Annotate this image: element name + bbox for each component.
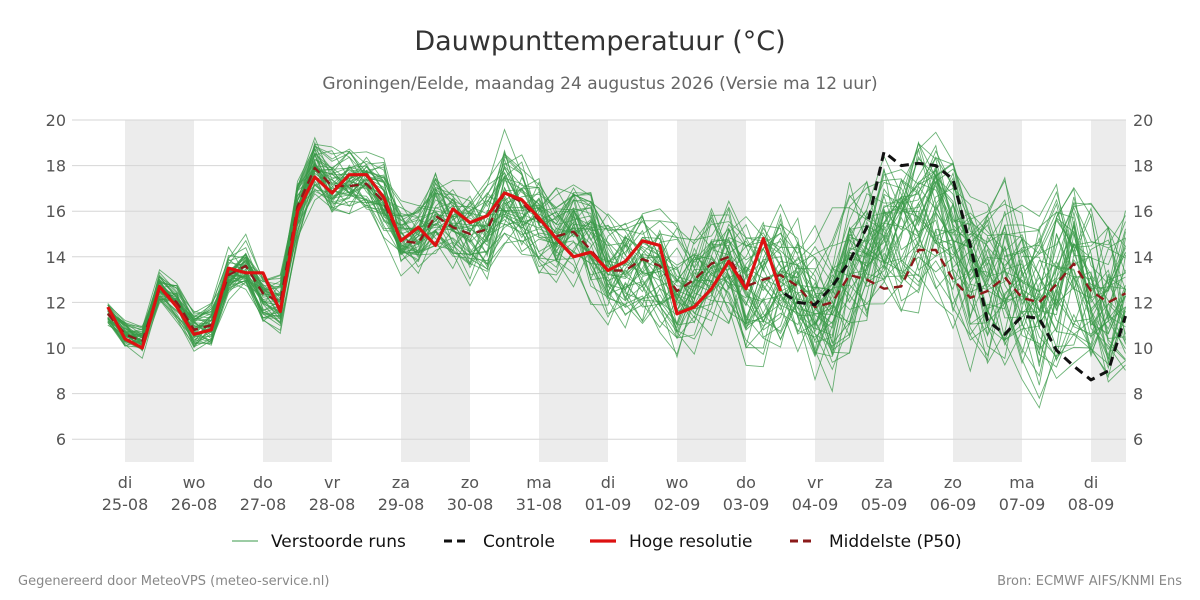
x-tick-date-31-08: 31-08 (516, 495, 563, 514)
x-tick-day-31-08: ma (526, 473, 551, 492)
x-tick-date-28-08: 28-08 (309, 495, 356, 514)
x-tick-date-30-08: 30-08 (447, 495, 494, 514)
chart-subtitle: Groningen/Eelde, maandag 24 augustus 202… (322, 74, 877, 94)
y-tick-right-14: 14 (1133, 248, 1153, 267)
x-tick-date-06-09: 06-09 (930, 495, 977, 514)
y-tick-right-18: 18 (1133, 157, 1153, 176)
x-tick-day-07-09: ma (1009, 473, 1034, 492)
x-tick-day-29-08: za (392, 473, 410, 492)
x-tick-day-04-09: vr (807, 473, 823, 492)
series-line-controle (761, 150, 1127, 382)
x-tick-day-03-09: do (736, 473, 756, 492)
x-tick-date-08-09: 08-09 (1068, 495, 1115, 514)
series-line-hoge-resolutie (106, 173, 783, 350)
ensemble-member-line (107, 158, 1126, 383)
y-tick-left-14: 14 (46, 248, 66, 267)
x-tick-day-26-08: wo (183, 473, 206, 492)
ensemble-member-line (107, 168, 1126, 347)
chart-title: Dauwpunttemperatuur (°C) (414, 26, 785, 57)
x-tick-day-06-09: zo (944, 473, 962, 492)
ensemble-lines (107, 128, 1126, 409)
ensemble-member-line (107, 131, 1126, 409)
ensemble-member-line (107, 150, 1126, 357)
ensemble-member-line (107, 145, 1126, 359)
y-tick-left-8: 8 (56, 385, 66, 404)
x-tick-date-05-09: 05-09 (861, 495, 908, 514)
ensemble-member-line (107, 162, 1126, 341)
y-tick-left-10: 10 (46, 339, 66, 358)
x-tick-day-05-09: za (875, 473, 893, 492)
x-tick-date-27-08: 27-08 (240, 495, 287, 514)
ensemble-member-line (107, 147, 1126, 393)
y-tick-left-16: 16 (46, 202, 66, 221)
x-tick-day-02-09: wo (666, 473, 689, 492)
y-tick-left-6: 6 (56, 430, 66, 449)
y-tick-left-12: 12 (46, 293, 66, 312)
ensemble-member-line (107, 140, 1126, 367)
x-tick-date-26-08: 26-08 (171, 495, 218, 514)
y-tick-left-20: 20 (46, 111, 66, 130)
series-line-middelste-p50- (106, 166, 1127, 343)
y-tick-right-16: 16 (1133, 202, 1153, 221)
legend: Verstoorde runs Controle Hoge resolutie Mid… (232, 532, 962, 552)
footer-left: Gegenereerd door MeteoVPS (meteo-service… (18, 574, 329, 589)
ensemble-member-line (107, 153, 1126, 365)
x-tick-date-03-09: 03-09 (723, 495, 770, 514)
ensemble-member-line (107, 148, 1126, 356)
x-tick-date-02-09: 02-09 (654, 495, 701, 514)
legend-label-1: Controle (483, 532, 555, 552)
y-tick-right-12: 12 (1133, 293, 1153, 312)
legend-label-0: Verstoorde runs (271, 532, 406, 552)
x-tick-date-29-08: 29-08 (378, 495, 425, 514)
x-tick-date-04-09: 04-09 (792, 495, 839, 514)
x-tick-day-28-08: vr (324, 473, 340, 492)
x-tick-date-07-09: 07-09 (999, 495, 1046, 514)
y-tick-right-20: 20 (1133, 111, 1153, 130)
ensemble-member-line (107, 158, 1126, 348)
x-tick-day-01-09: di (601, 473, 616, 492)
legend-label-3: Middelste (P50) (829, 532, 962, 552)
x-tick-date-25-08: 25-08 (102, 495, 149, 514)
footer-right: Bron: ECMWF AIFS/KNMI Ens (997, 574, 1182, 589)
axis-labels: 6 6 8 8 10 10 12 12 14 14 16 16 18 18 20 20 di 25-08 wo 26-… (46, 111, 1154, 514)
y-tick-right-6: 6 (1133, 430, 1143, 449)
x-tick-date-01-09: 01-09 (585, 495, 632, 514)
shaded-band-29-08 (401, 120, 470, 462)
x-tick-day-25-08: di (118, 473, 133, 492)
y-tick-right-10: 10 (1133, 339, 1153, 358)
y-tick-right-8: 8 (1133, 385, 1143, 404)
legend-label-2: Hoge resolutie (629, 532, 753, 552)
x-tick-day-27-08: do (253, 473, 273, 492)
y-tick-left-18: 18 (46, 157, 66, 176)
x-tick-day-08-09: di (1084, 473, 1099, 492)
main-series-lines (106, 150, 1127, 382)
x-tick-day-30-08: zo (461, 473, 479, 492)
